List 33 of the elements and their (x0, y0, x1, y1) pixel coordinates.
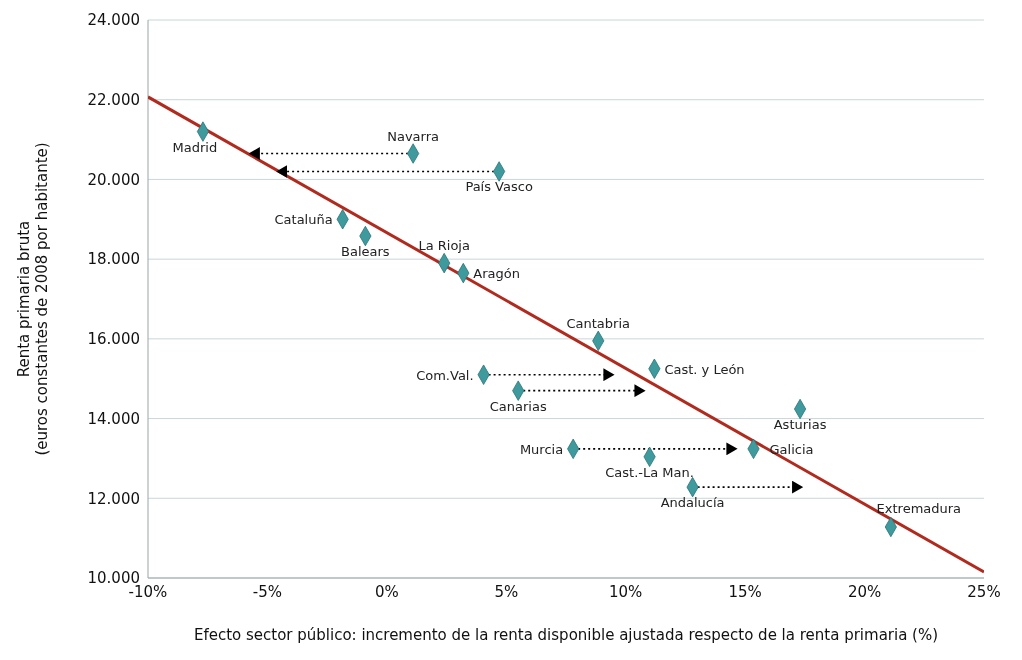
x-axis-title: Efecto sector público: incremento de la renta disponible ajustada respecto de la renta primaria (%) (193, 626, 939, 644)
x-tick-label: 15% (728, 582, 762, 601)
y-tick-label: 22.000 (87, 91, 140, 110)
y-tick-label: 16.000 (87, 330, 140, 349)
data-label: Andalucía (660, 495, 725, 511)
y-tick-label: 20.000 (87, 170, 140, 189)
data-label: Canarias (489, 398, 547, 414)
y-tick-label: 24.000 (87, 11, 140, 30)
data-label: La Rioja (418, 238, 470, 254)
x-tick-label: 5% (494, 582, 519, 601)
y-tick-label: 18.000 (87, 250, 140, 269)
data-label: Aragón (473, 266, 520, 282)
x-tick-label: 0% (374, 582, 399, 601)
y-axis-title: Renta primaria bruta (euros constantes de 2008 por habitante) (15, 142, 51, 456)
x-tick-label: 10% (609, 582, 643, 601)
data-label: Cataluña (274, 212, 333, 228)
data-label: Galicia (769, 441, 814, 457)
data-label: Cantabria (566, 315, 631, 331)
y-tick-label: 12.000 (87, 489, 140, 508)
data-label: País Vasco (465, 179, 533, 195)
data-label: Madrid (172, 139, 218, 155)
data-label: Murcia (519, 441, 564, 457)
x-tick-label: -5% (252, 582, 283, 601)
data-label: Navarra (387, 128, 440, 144)
data-label: Com.Val. (416, 367, 474, 383)
data-label: Balears (341, 244, 390, 260)
data-label: Cast. y León (664, 361, 745, 377)
x-tick-label: 25% (967, 582, 1001, 601)
y-tick-label: 14.000 (87, 409, 140, 428)
data-label: Asturias (773, 417, 827, 433)
data-label: Extremadura (876, 500, 962, 516)
data-label: Cast.-La Man. (605, 464, 694, 480)
x-tick-label: 20% (847, 582, 882, 601)
